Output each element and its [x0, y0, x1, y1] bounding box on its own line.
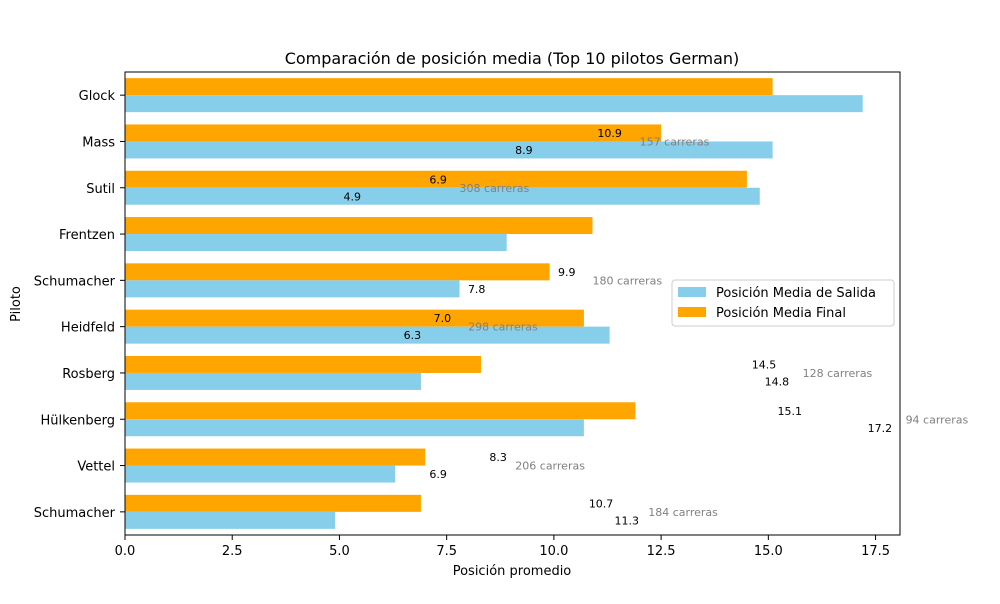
- y-tick-label: Schumacher: [34, 506, 116, 521]
- x-tick-label: 17.5: [861, 544, 890, 559]
- bar-final-2: [125, 170, 747, 188]
- x-tick-label: 0.0: [115, 544, 136, 559]
- value-label: 8.3: [489, 451, 507, 464]
- y-tick-label: Vettel: [77, 460, 115, 475]
- bar-final-7: [125, 402, 636, 420]
- value-label: 10.9: [597, 127, 622, 140]
- race-count-label: 308 carreras: [460, 182, 530, 195]
- x-axis-label: Posición promedio: [453, 564, 572, 579]
- bar-final-6: [125, 355, 481, 373]
- bar-final-8: [125, 448, 426, 466]
- y-tick-label: Mass: [82, 135, 115, 150]
- value-label: 14.8: [765, 375, 790, 388]
- value-label: 10.7: [589, 497, 614, 510]
- legend-swatch: [678, 307, 706, 317]
- bar-salida-6: [125, 372, 421, 390]
- x-tick-label: 12.5: [647, 544, 676, 559]
- bar-salida-5: [125, 326, 610, 344]
- y-tick-label: Glock: [79, 89, 116, 104]
- legend-label: Posición Media Final: [716, 306, 846, 321]
- bar-final-1: [125, 124, 662, 142]
- x-tick-label: 5.0: [329, 544, 350, 559]
- race-count-label: 184 carreras: [648, 506, 718, 519]
- x-tick-label: 15.0: [754, 544, 783, 559]
- bar-salida-4: [125, 280, 460, 298]
- value-labels-layer: 10.9 8.9 6.9 4.9 9.9 7.8 7.0 6.3 14.5 14.8 15.1 17.…: [344, 127, 969, 527]
- y-tick-label: Schumacher: [34, 274, 116, 289]
- bar-final-0: [125, 78, 773, 96]
- race-count-label: 206 carreras: [515, 460, 585, 473]
- y-tick-label: Heidfeld: [61, 321, 115, 336]
- plot-frame: [124, 71, 901, 536]
- y-tick-label: Rosberg: [62, 367, 115, 382]
- bar-salida-2: [125, 187, 760, 205]
- bar-final-4: [125, 263, 550, 281]
- x-tick-label: 10.0: [539, 544, 568, 559]
- race-count-label: 157 carreras: [640, 135, 710, 148]
- bar-salida-8: [125, 465, 396, 483]
- value-label: 4.9: [344, 190, 362, 203]
- race-count-label: 180 carreras: [592, 274, 662, 287]
- value-label: 6.3: [404, 329, 422, 342]
- bar-salida-3: [125, 234, 507, 252]
- value-label: 14.5: [752, 358, 777, 371]
- value-label: 8.9: [515, 144, 533, 157]
- race-count-label: 94 carreras: [906, 413, 969, 426]
- x-tick-label: 7.5: [436, 544, 457, 559]
- bar-salida-1: [125, 141, 773, 159]
- value-label: 15.1: [778, 405, 803, 418]
- bar-salida-9: [125, 511, 336, 529]
- y-axis-label: Piloto: [9, 286, 24, 322]
- y-tick-label: Sutil: [86, 182, 115, 197]
- chart-title: Comparación de posición media (Top 10 pi…: [285, 49, 740, 68]
- bars-layer: [125, 78, 863, 529]
- legend-label: Posición Media de Salida: [716, 286, 876, 301]
- bar-final-3: [125, 217, 593, 235]
- value-label: 6.9: [429, 468, 447, 481]
- bar-final-9: [125, 494, 421, 512]
- legend-swatch: [678, 287, 706, 297]
- bar-salida-0: [125, 95, 863, 113]
- x-tick-label: 2.5: [222, 544, 243, 559]
- value-label: 11.3: [615, 514, 640, 527]
- value-label: 7.8: [468, 283, 486, 296]
- legend-box: [671, 279, 895, 327]
- bar-final-5: [125, 309, 584, 327]
- value-label: 6.9: [429, 173, 447, 186]
- value-label: 9.9: [558, 266, 576, 279]
- race-count-label: 298 carreras: [468, 321, 538, 334]
- y-tick-label: Frentzen: [59, 228, 115, 243]
- y-tick-label: Hülkenberg: [40, 413, 115, 428]
- value-label: 17.2: [868, 422, 893, 435]
- race-count-label: 128 carreras: [803, 367, 873, 380]
- legend: Posición Media de Salida Posición Media F…: [671, 279, 895, 327]
- axes-layer: 0.0 2.5 5.0 7.5 10.0 12.5 15.0 17.5 Glock Mass Sut…: [34, 71, 901, 559]
- value-label: 7.0: [434, 312, 452, 325]
- bar-salida-7: [125, 419, 584, 437]
